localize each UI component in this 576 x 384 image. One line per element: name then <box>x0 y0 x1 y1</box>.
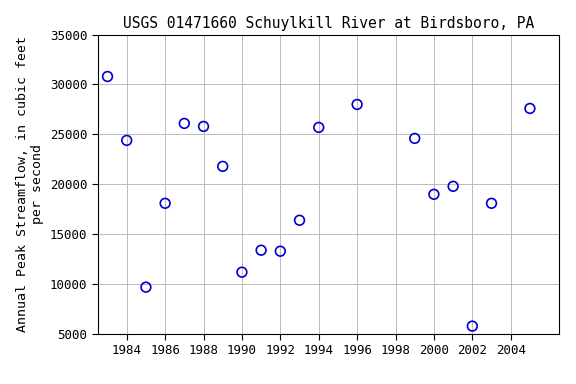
Point <box>449 183 458 189</box>
Point <box>237 269 247 275</box>
Point <box>199 123 208 129</box>
Point <box>410 135 419 141</box>
Point <box>314 124 323 131</box>
Point <box>141 284 150 290</box>
Point <box>180 120 189 126</box>
Point <box>468 323 477 329</box>
Y-axis label: Annual Peak Streamflow, in cubic feet
per second: Annual Peak Streamflow, in cubic feet pe… <box>17 36 44 332</box>
Point <box>429 191 438 197</box>
Title: USGS 01471660 Schuylkill River at Birdsboro, PA: USGS 01471660 Schuylkill River at Birdsb… <box>123 16 534 31</box>
Point <box>122 137 131 144</box>
Point <box>487 200 496 206</box>
Point <box>218 163 228 169</box>
Point <box>353 101 362 108</box>
Point <box>103 73 112 79</box>
Point <box>256 247 266 253</box>
Point <box>276 248 285 254</box>
Point <box>295 217 304 223</box>
Point <box>525 105 535 111</box>
Point <box>161 200 170 206</box>
